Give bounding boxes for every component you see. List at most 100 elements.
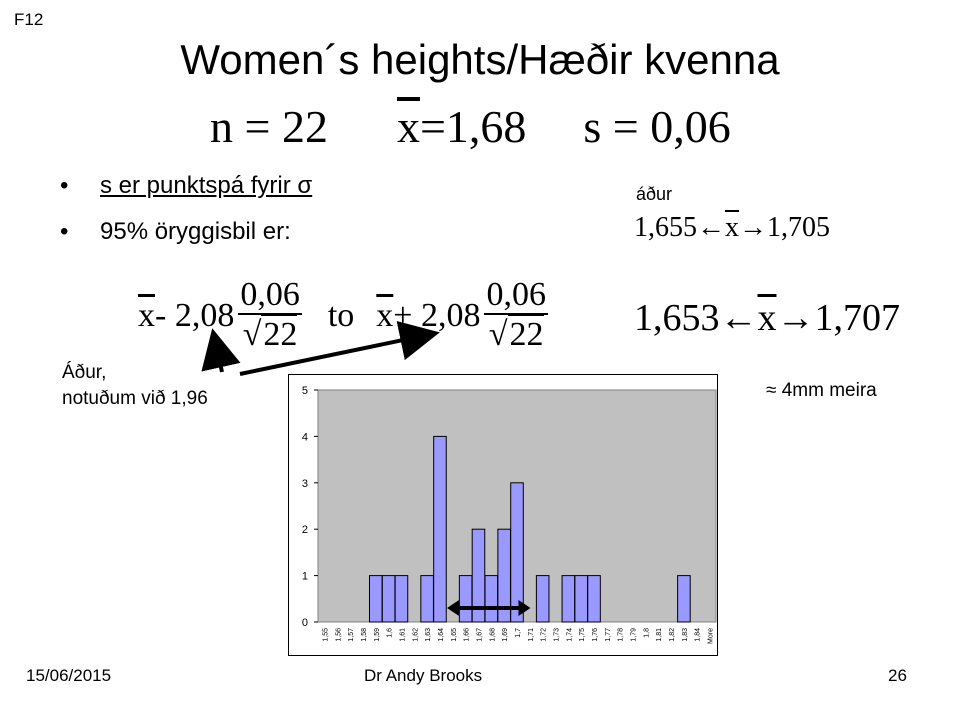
y-tick-label: 4 <box>302 431 308 443</box>
previous-interval: 1,655←x→1,705 <box>634 212 830 244</box>
x-tick-label: 1,69 <box>502 628 509 642</box>
x-tick-label: 1,64 <box>438 628 445 642</box>
new-interval: 1,653←x→1,707 <box>634 296 900 340</box>
x-tick-label: 1,79 <box>631 628 638 642</box>
right-arrow: → <box>739 212 767 243</box>
histogram-chart: 0 1 2 3 4 5 1,55 1,56 1,57 1,58 1,59 1,6 1,61 1,62 1,6… <box>288 374 718 656</box>
new-lower: 1,653 <box>634 297 720 339</box>
left-arrow: ← <box>719 297 758 339</box>
note-line-1: Áður, <box>62 362 107 383</box>
arrow-to-left-coefficient <box>201 328 241 373</box>
x-tick-label: 1,59 <box>374 628 381 642</box>
histogram-bar <box>510 482 524 623</box>
x-tick-label: More <box>708 628 715 644</box>
x-tick-label: 1,72 <box>541 628 548 642</box>
x-tick-label: 1,78 <box>618 628 625 642</box>
x-tick-label: 1,71 <box>528 628 535 642</box>
previous-upper: 1,705 <box>767 212 830 243</box>
sample-size: n = 22 <box>210 101 328 152</box>
page-number: 26 <box>888 666 907 685</box>
formula-fraction-left: 0,06 √22 <box>238 276 302 356</box>
x-tick-label: 1,68 <box>489 628 496 642</box>
summary-stats: n = 22 x=1,68 s = 0,06 <box>210 100 731 153</box>
left-arrow: ← <box>697 212 725 243</box>
x-tick-label: 1,55 <box>322 628 329 642</box>
slide-title: Women´s heights/Hæðir kvenna <box>180 36 780 83</box>
histogram-bar <box>420 575 434 623</box>
histogram-bar <box>677 575 691 623</box>
fraction-numerator: 0,06 <box>238 276 302 316</box>
x-tick-label: 1,77 <box>605 628 612 642</box>
histogram-bar <box>458 575 473 623</box>
previous-interval-label: áður <box>636 184 673 204</box>
histogram-bar <box>484 575 499 623</box>
x-tick-label: 1,58 <box>361 628 368 642</box>
histogram-bar <box>587 575 601 623</box>
footer-author: Dr Andy Brooks <box>364 666 483 685</box>
difference-note: ≈ 4mm meira <box>766 380 877 401</box>
bullet-dot: • <box>60 218 69 245</box>
footer-date: 15/06/2015 <box>26 666 112 685</box>
x-tick-label: 1,83 <box>682 628 689 642</box>
x-tick-label: 1,6 <box>387 628 394 638</box>
sqrt-radicand: 22 <box>507 314 544 354</box>
formula-to: to <box>327 297 355 335</box>
new-upper: 1,707 <box>814 297 901 339</box>
x-tick-label: 1,81 <box>656 628 663 642</box>
arrow-to-right-coefficient <box>239 320 440 376</box>
histogram-bar <box>561 575 576 623</box>
x-tick-label: 1,56 <box>335 628 342 642</box>
x-tick-label: 1,7 <box>515 628 522 638</box>
fraction-denominator: √22 <box>242 314 298 356</box>
x-tick-label: 1,61 <box>399 628 406 642</box>
sqrt-sign: √ <box>242 316 262 354</box>
x-tick-label: 1,62 <box>412 628 419 642</box>
histogram-bar <box>574 575 588 623</box>
interval-arrow-left-head <box>447 600 460 616</box>
x-tick-label: 1,82 <box>669 628 676 642</box>
fraction-numerator: 0,06 <box>484 276 548 316</box>
bullet-list: • s er punktspá fyrir σ • 95% öryggisbil… <box>60 172 312 264</box>
y-tick-label: 5 <box>302 385 308 397</box>
confidence-interval-formula: x - 2,08 0,06 √22 to x + 2,08 0,06 √22 <box>138 276 552 356</box>
formula-mean-right: x <box>376 297 394 335</box>
interval-arrow-right-head <box>518 600 531 616</box>
sqrt-radicand: 22 <box>261 314 298 354</box>
sqrt-sign: √ <box>488 316 508 354</box>
previous-lower: 1,655 <box>634 212 697 243</box>
histogram-bar <box>368 575 383 623</box>
x-tick-label: 1,63 <box>425 628 432 642</box>
formula-minus-term: - 2,08 <box>155 297 235 335</box>
histogram-bar <box>381 575 396 623</box>
x-tick-label: 1,67 <box>476 628 483 642</box>
bullet-text: 95% öryggisbil er: <box>100 218 291 245</box>
histogram-bar <box>535 575 550 623</box>
x-tick-label: 1,8 <box>643 628 650 638</box>
right-arrow: → <box>776 297 815 339</box>
formula-fraction-right: 0,06 √22 <box>484 276 548 356</box>
bullet-text: s er punktspá fyrir σ <box>100 172 313 199</box>
histogram-bar <box>433 435 447 623</box>
previous-mean: x <box>725 212 739 243</box>
fraction-denominator: √22 <box>488 314 544 356</box>
y-tick-label: 2 <box>302 524 308 536</box>
formula-mean-left: x <box>138 297 155 335</box>
y-tick-label: 0 <box>302 617 308 629</box>
x-tick-label: 1,66 <box>464 628 471 642</box>
x-tick-label: 1,73 <box>554 628 561 642</box>
x-tick-label: 1,75 <box>579 628 586 642</box>
note-line-2: notuðum við 1,96 <box>62 388 208 409</box>
x-tick-label: 1,74 <box>566 628 573 642</box>
x-tick-label: 1,57 <box>348 628 355 642</box>
new-mean: x <box>757 297 777 339</box>
y-tick-label: 1 <box>302 571 308 583</box>
bullet-item: • s er punktspá fyrir σ <box>60 172 312 218</box>
bullet-item: • 95% öryggisbil er: <box>60 218 312 264</box>
sample-mean-symbol: x <box>396 101 420 152</box>
bullet-dot: • <box>60 172 69 199</box>
histogram-bar <box>394 575 409 623</box>
x-tick-label: 1,84 <box>695 628 702 642</box>
sample-sd: s = 0,06 <box>583 101 731 152</box>
slide-label: F12 <box>14 10 44 29</box>
